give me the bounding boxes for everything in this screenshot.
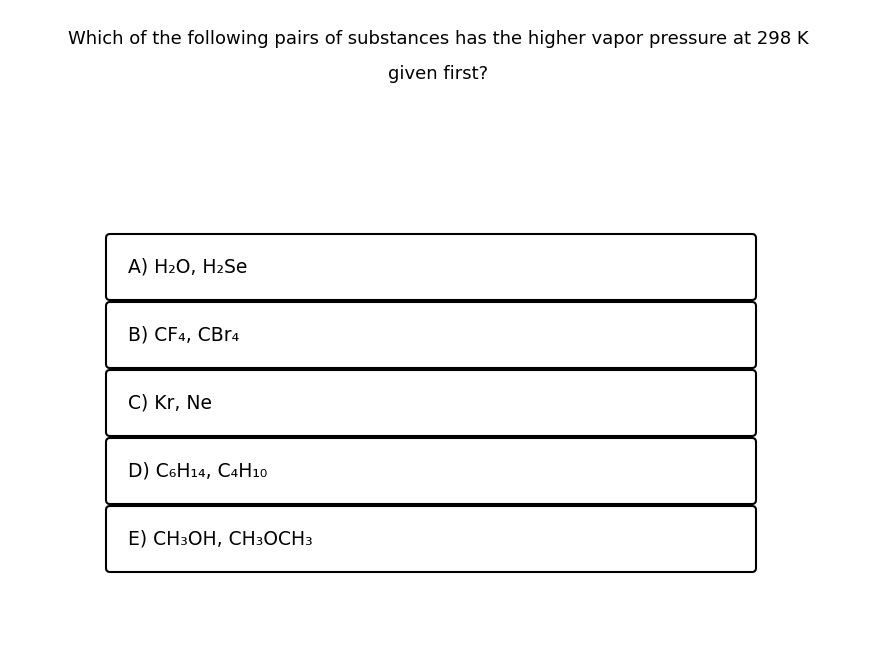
FancyBboxPatch shape [106,506,756,572]
FancyBboxPatch shape [106,234,756,300]
Text: E) CH₃OH, CH₃OCH₃: E) CH₃OH, CH₃OCH₃ [128,529,313,548]
Text: A) H₂O, H₂Se: A) H₂O, H₂Se [128,257,247,276]
FancyBboxPatch shape [106,438,756,504]
Text: B) CF₄, CBr₄: B) CF₄, CBr₄ [128,326,239,345]
FancyBboxPatch shape [106,302,756,368]
Text: D) C₆H₁₄, C₄H₁₀: D) C₆H₁₄, C₄H₁₀ [128,462,267,481]
Text: Which of the following pairs of substances has the higher vapor pressure at 298 : Which of the following pairs of substanc… [68,30,809,48]
Text: C) Kr, Ne: C) Kr, Ne [128,394,212,413]
FancyBboxPatch shape [106,370,756,436]
Text: given first?: given first? [389,65,488,83]
